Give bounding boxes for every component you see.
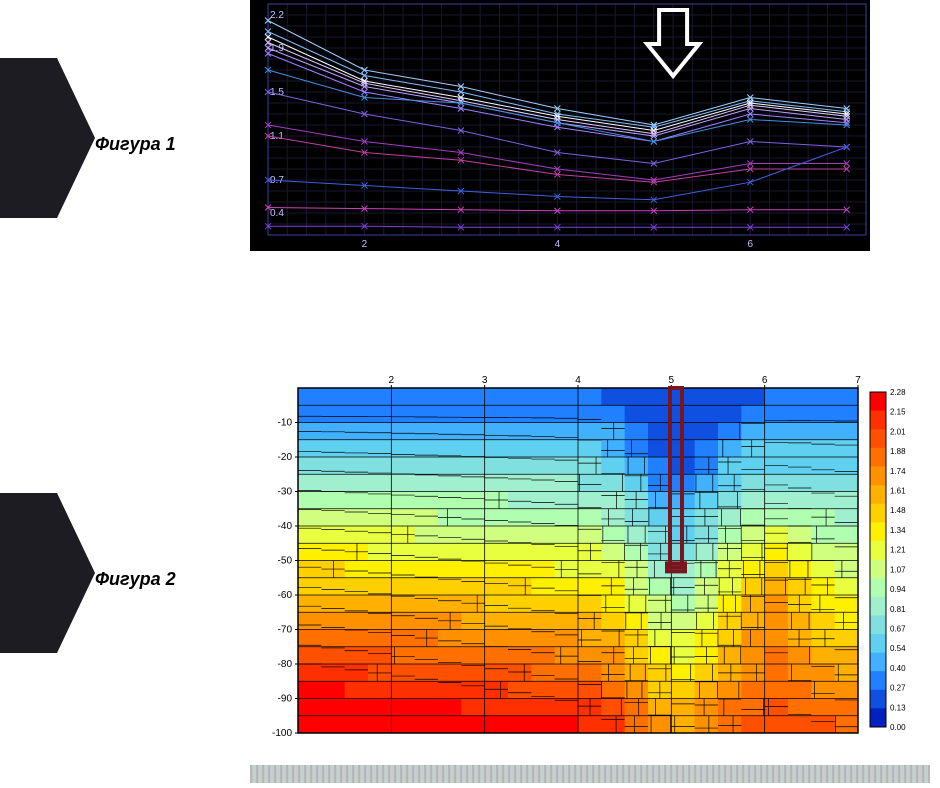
svg-text:0.67: 0.67 (890, 624, 906, 633)
svg-text:4: 4 (575, 375, 581, 386)
svg-text:1.21: 1.21 (890, 546, 906, 555)
noise-strip (250, 765, 930, 783)
svg-text:2.28: 2.28 (890, 388, 906, 397)
svg-text:0.54: 0.54 (890, 644, 906, 653)
svg-text:-60: -60 (278, 590, 293, 601)
svg-text:0.13: 0.13 (890, 703, 906, 712)
svg-text:2.01: 2.01 (890, 427, 906, 436)
svg-text:2.15: 2.15 (890, 408, 906, 417)
svg-text:4: 4 (555, 239, 561, 250)
svg-text:-80: -80 (278, 659, 293, 670)
figure2-heatmap-chart: 2 3 4 5 6 7 -10 -20 -30 -40 -50 -60 -70 -80 -90 -100 2.2… (250, 370, 930, 750)
svg-text:-30: -30 (278, 487, 293, 498)
svg-text:-20: -20 (278, 452, 293, 463)
page: Фигура 1 2460.40.71.11.51.92.2 Фигура 2 … (0, 0, 940, 788)
svg-text:0.94: 0.94 (890, 585, 906, 594)
svg-text:0.4: 0.4 (270, 208, 284, 219)
svg-text:-100: -100 (272, 728, 292, 739)
svg-text:6: 6 (762, 375, 768, 386)
svg-text:1.61: 1.61 (890, 487, 906, 496)
figure1-line-chart: 2460.40.71.11.51.92.2 (250, 0, 870, 251)
svg-text:0.00: 0.00 (890, 723, 906, 732)
svg-text:-90: -90 (278, 694, 293, 705)
svg-text:0.27: 0.27 (890, 684, 906, 693)
svg-text:-40: -40 (278, 521, 293, 532)
svg-text:3: 3 (482, 375, 488, 386)
svg-text:6: 6 (747, 239, 753, 250)
svg-text:1.07: 1.07 (890, 565, 906, 574)
svg-text:0.40: 0.40 (890, 664, 906, 673)
svg-text:1.48: 1.48 (890, 506, 906, 515)
svg-text:5: 5 (669, 375, 675, 386)
svg-text:-70: -70 (278, 625, 293, 636)
svg-text:-50: -50 (278, 556, 293, 567)
svg-text:7: 7 (855, 375, 861, 386)
figure1-arrow-badge (0, 58, 100, 223)
svg-text:1.88: 1.88 (890, 447, 906, 456)
svg-text:2: 2 (389, 375, 395, 386)
figure2-label: Фигура 2 (95, 569, 176, 590)
figure2-arrow-badge (0, 493, 100, 658)
figure1-label: Фигура 1 (95, 134, 176, 155)
svg-text:-10: -10 (278, 418, 293, 429)
svg-text:0.81: 0.81 (890, 605, 906, 614)
svg-text:2: 2 (362, 239, 368, 250)
svg-text:1.34: 1.34 (890, 526, 906, 535)
svg-text:2.2: 2.2 (270, 10, 284, 21)
svg-text:1.74: 1.74 (890, 467, 906, 476)
